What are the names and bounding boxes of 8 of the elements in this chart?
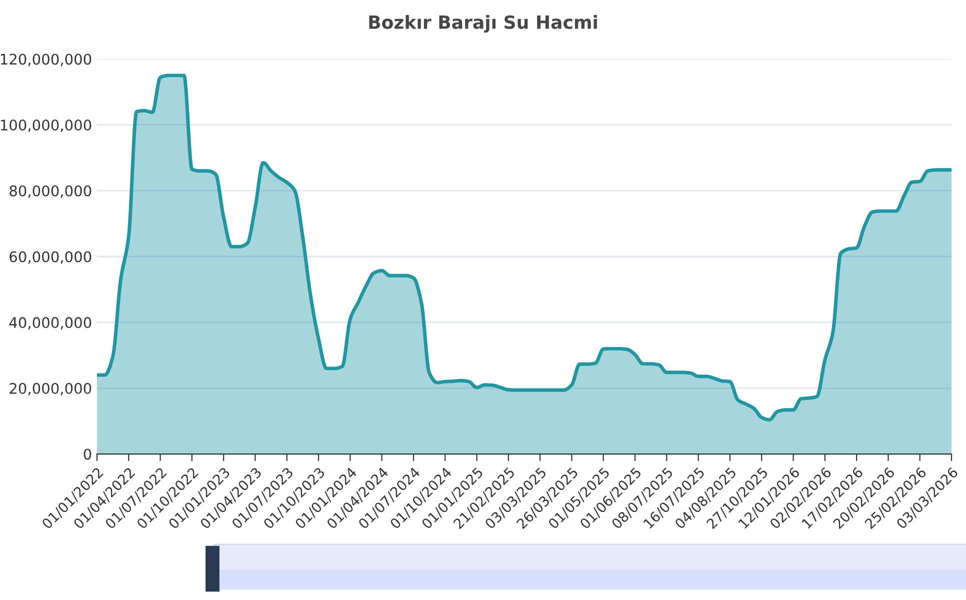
y-tick-label: 20,000,000: [10, 382, 92, 396]
y-tick-label: 100,000,000: [0, 120, 92, 132]
y-tick-label: 40,000,000: [9, 317, 92, 330]
y-tick-label: 60,000,000: [10, 251, 92, 264]
y-tick-label: 0: [84, 448, 92, 460]
chart-title: Bozkır Barajı Su Hacmi: [369, 15, 597, 33]
y-tick-label: 80,000,000: [10, 185, 92, 198]
y-tick-label: 120,000,000: [0, 54, 92, 66]
